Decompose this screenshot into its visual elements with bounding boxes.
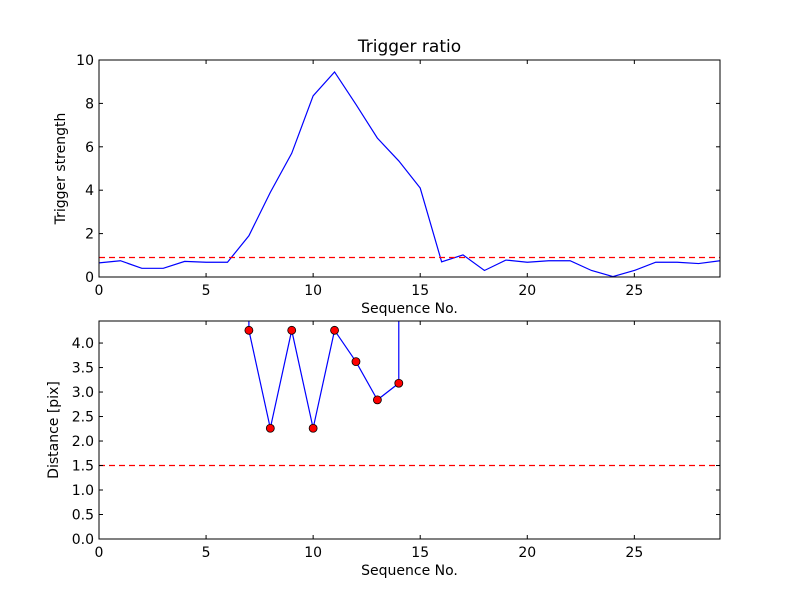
- y-tick-label: 0.0: [72, 532, 94, 548]
- y-tick-label: 1.5: [72, 459, 94, 475]
- x-tick-label: 0: [95, 283, 104, 299]
- y-tick-label: 0.5: [72, 508, 94, 524]
- data-point: [265, 423, 275, 433]
- data-point: [372, 395, 382, 405]
- y-tick-label: 6: [85, 140, 94, 156]
- data-point: [308, 423, 318, 433]
- x-tick-label: 25: [625, 283, 643, 299]
- x-tick-label: 20: [518, 283, 536, 299]
- y-axis-label: Trigger strength: [53, 113, 69, 226]
- x-tick-label: 5: [202, 283, 211, 299]
- y-tick-label: 2: [85, 227, 94, 243]
- y-tick-label: 4.0: [72, 336, 94, 352]
- series-line: [248, 328, 400, 429]
- x-tick-label: 0: [95, 545, 104, 561]
- y-tick-label: 2.5: [72, 410, 94, 426]
- x-tick-label: 5: [202, 545, 211, 561]
- y-tick-label: 8: [85, 96, 94, 112]
- trigger-ratio-chart: 0 5 10 15 20 25 0 2 4 6 8 10 Trigger ratio Sequence N…: [53, 37, 721, 317]
- y-tick-label: 1.0: [72, 483, 94, 499]
- x-tick-label: 10: [304, 545, 322, 561]
- x-tick-label: 10: [304, 283, 322, 299]
- x-axis-label: Sequence No.: [361, 563, 458, 579]
- distance-chart: 0 5 10 15 20 25 0.0 0.5 1.0 1.5 2.0 2.5 3.0 3.5 4.0 Seq…: [46, 320, 721, 579]
- x-tick-label: 20: [518, 545, 536, 561]
- y-axis-label: Distance [pix]: [46, 381, 62, 479]
- axes-frame: [98, 320, 721, 540]
- data-point: [244, 325, 254, 335]
- y-tick-label: 3.5: [72, 361, 94, 377]
- data-point: [287, 325, 297, 335]
- y-tick-label: 0: [85, 270, 94, 286]
- y-tick-label: 2.0: [72, 434, 94, 450]
- x-tick-label: 25: [625, 545, 643, 561]
- plot-area: [99, 321, 720, 467]
- x-tick-label: 15: [411, 545, 429, 561]
- data-point: [351, 357, 361, 367]
- data-point: [330, 325, 339, 335]
- x-tick-label: 15: [411, 283, 429, 299]
- y-tick-label: 3.0: [72, 385, 94, 401]
- chart-title: Trigger ratio: [357, 37, 461, 57]
- axes-frame: [98, 59, 721, 278]
- data-point: [394, 378, 404, 388]
- series-line: [99, 70, 720, 277]
- y-tick-label: 10: [76, 53, 94, 69]
- x-axis-label: Sequence No.: [361, 301, 458, 317]
- y-tick-label: 4: [85, 183, 94, 199]
- plot-area: [99, 70, 720, 277]
